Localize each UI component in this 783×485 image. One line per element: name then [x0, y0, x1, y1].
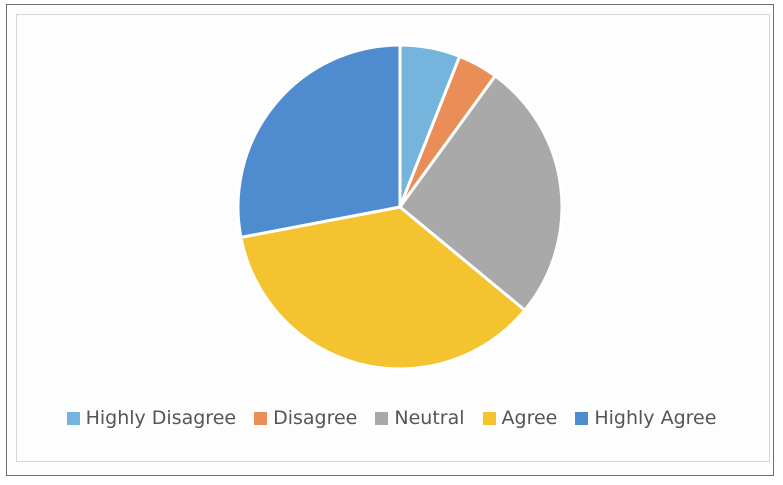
legend-item-highly-disagree: Highly Disagree — [66, 407, 237, 429]
legend-label: Highly Agree — [594, 407, 717, 429]
chart-area — [16, 14, 770, 462]
pie-slice-agree — [239, 205, 527, 371]
legend-swatch — [482, 411, 496, 425]
legend-label: Disagree — [273, 407, 358, 429]
legend-label: Highly Disagree — [85, 407, 237, 429]
legend-item-neutral: Neutral — [375, 407, 465, 429]
legend-item-disagree: Disagree — [254, 407, 357, 429]
legend-label: Neutral — [394, 407, 465, 429]
legend-item-highly-agree: Highly Agree — [575, 407, 716, 429]
legend-label: Agree — [501, 407, 558, 429]
legend-swatch — [375, 411, 389, 425]
legend-swatch — [575, 411, 589, 425]
pie-slice-neutral — [398, 74, 564, 312]
pie-slice-highly-agree — [236, 43, 402, 239]
legend: Highly Disagree Disagree Neutral Agree H… — [0, 407, 783, 429]
legend-swatch — [66, 411, 80, 425]
legend-swatch — [254, 411, 268, 425]
legend-item-agree: Agree — [482, 407, 558, 429]
